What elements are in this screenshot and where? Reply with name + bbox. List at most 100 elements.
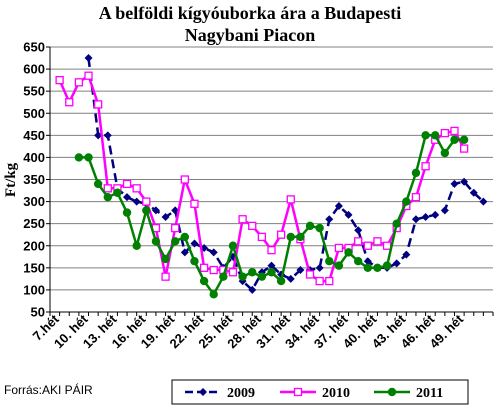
series-line-2010 [58,74,466,283]
axes [46,46,494,316]
data-point-2010 [411,193,421,202]
y-tick-label: 350 [23,172,45,187]
data-point-2011 [353,257,363,266]
y-tick-label: 600 [23,62,45,77]
data-point-2011 [199,276,209,286]
data-point-2009 [421,213,430,222]
data-point-2010 [354,237,363,246]
data-point-2010 [94,100,103,109]
data-point-2011 [440,148,450,158]
data-point-2009 [248,285,257,294]
x-tick-label: 49. hét [426,311,466,351]
data-point-2010 [276,230,286,239]
data-point-2010 [459,144,469,153]
data-point-2009 [94,131,103,140]
data-point-2011 [180,232,190,242]
data-point-2011 [296,232,305,242]
data-point-2011 [411,168,421,178]
data-point-2011 [363,263,373,273]
data-point-2011 [170,237,180,246]
data-point-2009 [354,226,363,235]
data-point-2009 [460,177,469,186]
data-point-2009 [209,248,218,257]
data-point-2011 [334,261,344,270]
data-point-2010 [84,71,93,80]
y-tick-label: 650 [23,40,45,55]
data-point-2011 [93,179,103,189]
legend-marker-2010 [293,387,303,397]
data-point-2010 [228,268,238,277]
legend-label-2010: 2010 [322,386,350,401]
data-point-2011 [209,290,218,299]
y-tick-label: 200 [23,238,45,253]
data-point-2009 [132,197,141,206]
data-point-2009 [392,259,401,268]
data-point-2010 [142,197,151,206]
data-point-2010 [65,98,74,107]
data-point-2010 [161,272,170,281]
data-point-2010 [334,243,344,253]
data-point-2011 [431,131,440,140]
data-point-2009 [180,248,189,257]
data-point-2011 [113,188,122,197]
data-point-2009 [84,54,93,63]
data-point-2011 [103,192,112,202]
data-point-2009 [190,239,199,248]
data-point-2011 [373,263,382,273]
y-tick-label: 250 [23,216,45,231]
data-point-2010 [199,263,209,272]
data-point-2011 [132,241,141,250]
data-point-2010 [421,162,430,171]
data-point-2011 [276,276,286,286]
data-point-2011 [392,219,401,228]
data-point-2011 [122,208,132,217]
y-tick-label: 300 [23,194,45,209]
data-point-2011 [344,248,353,257]
data-point-2011 [190,257,199,266]
data-point-2009 [440,206,449,215]
data-point-2011 [421,131,430,140]
data-point-2010 [103,184,112,193]
data-point-2010 [248,221,257,231]
y-tick-label: 450 [23,128,45,143]
data-point-2009 [315,263,324,272]
data-point-2009 [286,274,295,283]
data-point-2010 [325,276,334,286]
data-point-2009 [334,202,343,210]
data-point-2011 [257,272,267,281]
y-tick-label: 500 [23,106,45,121]
y-tick-label: 150 [23,260,45,275]
data-point-2011 [142,206,151,215]
y-tick-label: 50 [31,305,45,320]
y-tick-label: 400 [23,150,45,165]
legend-label-2011: 2011 [416,386,443,401]
data-point-2009 [363,257,372,266]
y-tick-label: 550 [23,84,45,99]
data-point-2009 [151,206,160,215]
data-point-2011 [267,268,276,277]
data-point-2010 [257,232,267,242]
data-point-2009 [402,250,411,259]
data-point-2011 [459,135,469,144]
data-point-2010 [315,276,324,286]
series-lines [55,54,488,299]
source-note: Forrás:AKI PÁIR [4,382,93,397]
data-point-2009 [325,215,334,224]
data-point-2010 [122,179,132,189]
data-point-2010 [132,184,141,193]
data-point-2010 [373,237,382,246]
data-point-2010 [440,128,449,138]
data-point-2010 [238,215,247,224]
data-point-2011 [325,257,334,266]
data-point-2011 [228,241,238,250]
y-tick-label: 100 [23,282,45,297]
data-point-2010 [267,246,276,255]
data-point-2011 [315,223,324,233]
data-point-2011 [382,261,392,270]
data-point-2010 [180,175,189,184]
data-point-2011 [402,197,411,206]
legend-marker-2011 [387,387,397,397]
legend-box [171,379,469,405]
